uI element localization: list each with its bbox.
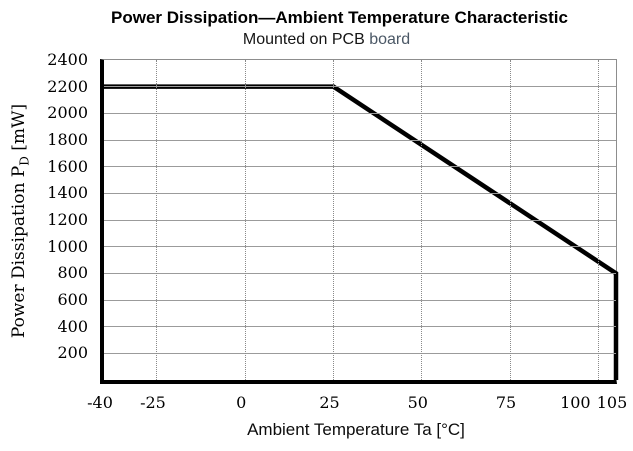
v-gridline: [244, 60, 246, 380]
x-tick-label: 100: [560, 393, 591, 412]
h-gridline: [104, 272, 616, 274]
y-tick-labels: 200 400 600 800 1000 1200 1400 1600 1800 2000 2200…: [0, 50, 88, 382]
chart-subtitle: Mounted on PCB board: [40, 31, 613, 49]
y-tick-label: 2000: [47, 103, 88, 123]
chart-subtitle-accent: board: [369, 31, 411, 48]
y-tick-label: 1800: [47, 130, 88, 149]
v-gridline: [421, 60, 423, 380]
v-gridline: [597, 60, 599, 380]
power-derating-curve: [104, 84, 619, 380]
x-tick-label: 0: [236, 393, 247, 412]
y-tick-label: 200: [57, 343, 88, 363]
y-tick-label: 1600: [47, 156, 88, 176]
x-tick-label: 25: [319, 393, 340, 412]
x-tick-label: -25: [140, 393, 166, 412]
y-tick-label: 1200: [47, 210, 88, 229]
h-gridline: [104, 192, 616, 194]
v-gridline: [509, 60, 511, 380]
h-gridline: [104, 219, 616, 221]
chart-title: Power Dissipation—Ambient Temperature Ch…: [111, 8, 568, 27]
y-tick-label: 800: [57, 263, 88, 283]
x-tick-label: -40: [87, 393, 113, 412]
h-gridline: [104, 326, 616, 328]
v-gridline: [333, 60, 335, 380]
x-tick-label: 75: [495, 393, 517, 412]
chart-subtitle-main: Mounted on PCB: [242, 31, 370, 48]
h-gridline: [104, 246, 616, 248]
plot-area: [100, 59, 619, 384]
y-tick-label: 1000: [47, 236, 88, 256]
h-gridline: [104, 299, 616, 301]
y-tick-label: 2400: [47, 50, 88, 69]
h-gridline: [104, 139, 616, 141]
h-gridline: [104, 86, 616, 88]
v-gridline: [156, 60, 158, 380]
y-tick-label: 2200: [47, 76, 88, 96]
y-tick-label: 1400: [47, 183, 88, 203]
h-gridline: [104, 112, 616, 114]
y-tick-label: 600: [57, 290, 88, 309]
x-tick-labels: -40 -25 0 25 50 75 100 105: [87, 393, 627, 413]
h-gridline: [104, 352, 616, 354]
x-tick-label: 50: [407, 393, 428, 412]
x-axis-label: Ambient Temperature Ta [°C]: [247, 420, 465, 439]
h-gridline: [104, 166, 616, 168]
y-tick-label: 400: [57, 316, 88, 336]
x-tick-label: 105: [596, 393, 628, 412]
